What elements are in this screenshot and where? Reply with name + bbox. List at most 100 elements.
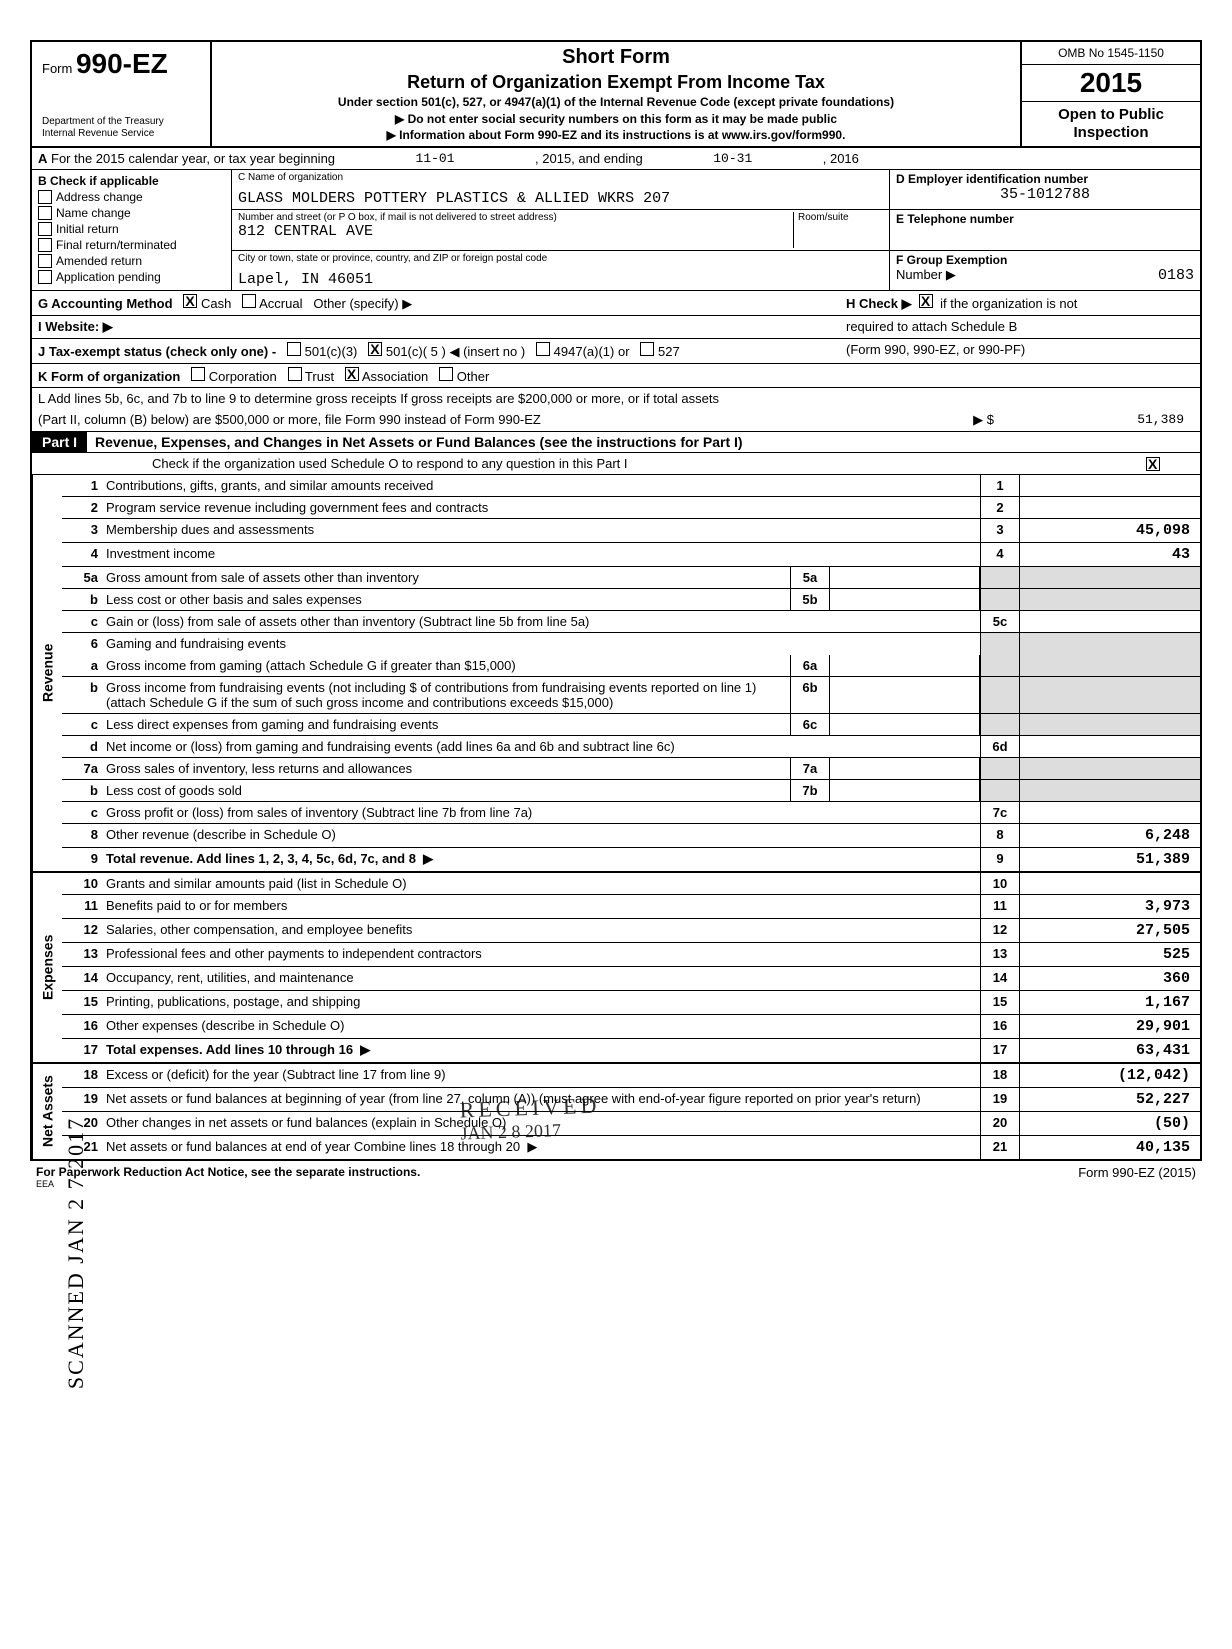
line-12-num: 12: [62, 919, 102, 942]
line-18-val: (12,042): [1020, 1064, 1200, 1087]
chk-schedule-b[interactable]: [919, 294, 933, 308]
chk-final-return[interactable]: [38, 238, 52, 252]
open-public-2: Inspection: [1026, 124, 1196, 142]
line-15-val: 1,167: [1020, 991, 1200, 1014]
org-name-label: C Name of organization: [238, 172, 883, 183]
chk-application-pending[interactable]: [38, 270, 52, 284]
chk-accrual[interactable]: [242, 294, 256, 308]
lbl-corporation: Corporation: [209, 369, 277, 384]
line-7a-num: 7a: [62, 758, 102, 779]
line-16-num: 16: [62, 1015, 102, 1038]
chk-name-change[interactable]: [38, 206, 52, 220]
row-a-text: For the 2015 calendar year, or tax year …: [51, 151, 335, 166]
line-3-val: 45,098: [1020, 519, 1200, 542]
chk-trust[interactable]: [288, 367, 302, 381]
chk-corporation[interactable]: [191, 367, 205, 381]
line-6a-rbox: [980, 655, 1020, 676]
line-17-val: 63,431: [1020, 1039, 1200, 1062]
form-number: 990-EZ: [76, 48, 168, 79]
line-6-rval: [1020, 633, 1200, 655]
chk-cash[interactable]: [183, 294, 197, 308]
tel-label: E Telephone number: [896, 212, 1194, 226]
line-6d-box: 6d: [980, 736, 1020, 757]
i-label: I Website: ▶: [38, 319, 113, 334]
eea-mark: EEA: [36, 1179, 420, 1189]
k-label: K Form of organization: [38, 369, 180, 384]
line-13-val: 525: [1020, 943, 1200, 966]
header-title-block: Short Form Return of Organization Exempt…: [212, 42, 1020, 146]
line-6b-desc: Gross income from fundraising events (no…: [102, 677, 790, 713]
expenses-side-label: Expenses: [32, 873, 62, 1062]
line-19-val: 52,227: [1020, 1088, 1200, 1111]
line-7c-box: 7c: [980, 802, 1020, 823]
chk-4947[interactable]: [536, 342, 550, 356]
line-18-num: 18: [62, 1064, 102, 1087]
line-7a-rbox: [980, 758, 1020, 779]
chk-amended-return[interactable]: [38, 254, 52, 268]
row-i-website: I Website: ▶ required to attach Schedule…: [32, 316, 1200, 339]
line-21-box: 21: [980, 1136, 1020, 1159]
chk-501c3[interactable]: [287, 342, 301, 356]
line-5c-box: 5c: [980, 611, 1020, 632]
line-18-desc: Excess or (deficit) for the year (Subtra…: [102, 1064, 980, 1087]
part-1-header: Part I Revenue, Expenses, and Changes in…: [32, 432, 1200, 453]
line-18-box: 18: [980, 1064, 1020, 1087]
line-12-box: 12: [980, 919, 1020, 942]
line-7b-desc: Less cost of goods sold: [102, 780, 790, 801]
part-1-title: Revenue, Expenses, and Changes in Net As…: [87, 432, 1200, 452]
line-2-desc: Program service revenue including govern…: [102, 497, 980, 518]
line-7c-val: [1020, 802, 1200, 823]
title-return: Return of Organization Exempt From Incom…: [222, 72, 1010, 93]
line-6-num: 6: [62, 633, 102, 655]
line-7b-rval: [1020, 780, 1200, 801]
line-13-desc: Professional fees and other payments to …: [102, 943, 980, 966]
line-6c-desc: Less direct expenses from gaming and fun…: [102, 714, 790, 735]
line-6a-mval: [830, 655, 980, 676]
line-5c-num: c: [62, 611, 102, 632]
line-7a-mbox: 7a: [790, 758, 830, 779]
line-10-desc: Grants and similar amounts paid (list in…: [102, 873, 980, 894]
line-5b-mval: [830, 589, 980, 610]
line-6d-desc: Net income or (loss) from gaming and fun…: [102, 736, 980, 757]
line-5a-mval: [830, 567, 980, 588]
line-1-box: 1: [980, 475, 1020, 496]
j-label: J Tax-exempt status (check only one) -: [38, 344, 276, 359]
lbl-name-change: Name change: [56, 206, 131, 220]
line-11-desc: Benefits paid to or for members: [102, 895, 980, 918]
form-header: Form 990-EZ Department of the Treasury I…: [32, 42, 1200, 148]
chk-527[interactable]: [640, 342, 654, 356]
line-2-val: [1020, 497, 1200, 518]
line-8-box: 8: [980, 824, 1020, 847]
lbl-amended-return: Amended return: [56, 254, 142, 268]
chk-501c[interactable]: [368, 342, 382, 356]
h-text-1: if the organization is not: [940, 296, 1077, 311]
col-b-header: B Check if applicable: [38, 174, 225, 188]
row-a-mid: , 2015, and ending: [535, 151, 643, 166]
form-prefix: Form: [42, 61, 72, 76]
lbl-address-change: Address change: [56, 190, 143, 204]
chk-schedule-o[interactable]: [1146, 457, 1160, 471]
chk-initial-return[interactable]: [38, 222, 52, 236]
line-7c-desc: Gross profit or (loss) from sales of inv…: [102, 802, 980, 823]
expenses-section: Expenses 10Grants and similar amounts pa…: [32, 873, 1200, 1064]
chk-address-change[interactable]: [38, 190, 52, 204]
form-id-footer: Form 990-EZ (2015): [1078, 1165, 1196, 1189]
group-value: 0183: [1158, 267, 1194, 284]
line-7c-num: c: [62, 802, 102, 823]
line-20-box: 20: [980, 1112, 1020, 1135]
chk-association[interactable]: [345, 367, 359, 381]
line-21-val: 40,135: [1020, 1136, 1200, 1159]
line-17-box: 17: [980, 1039, 1020, 1062]
line-8-desc: Other revenue (describe in Schedule O): [102, 824, 980, 847]
chk-other-org[interactable]: [439, 367, 453, 381]
lbl-501c3: 501(c)(3): [305, 344, 358, 359]
h-label: H Check ▶: [846, 296, 912, 311]
lbl-4947: 4947(a)(1) or: [554, 344, 630, 359]
line-6b-mval: [830, 677, 980, 713]
lbl-association: Association: [362, 369, 428, 384]
ein-value: 35-1012788: [896, 186, 1194, 203]
line-3-num: 3: [62, 519, 102, 542]
line-15-num: 15: [62, 991, 102, 1014]
line-3-box: 3: [980, 519, 1020, 542]
addr-value: 812 CENTRAL AVE: [238, 223, 793, 240]
